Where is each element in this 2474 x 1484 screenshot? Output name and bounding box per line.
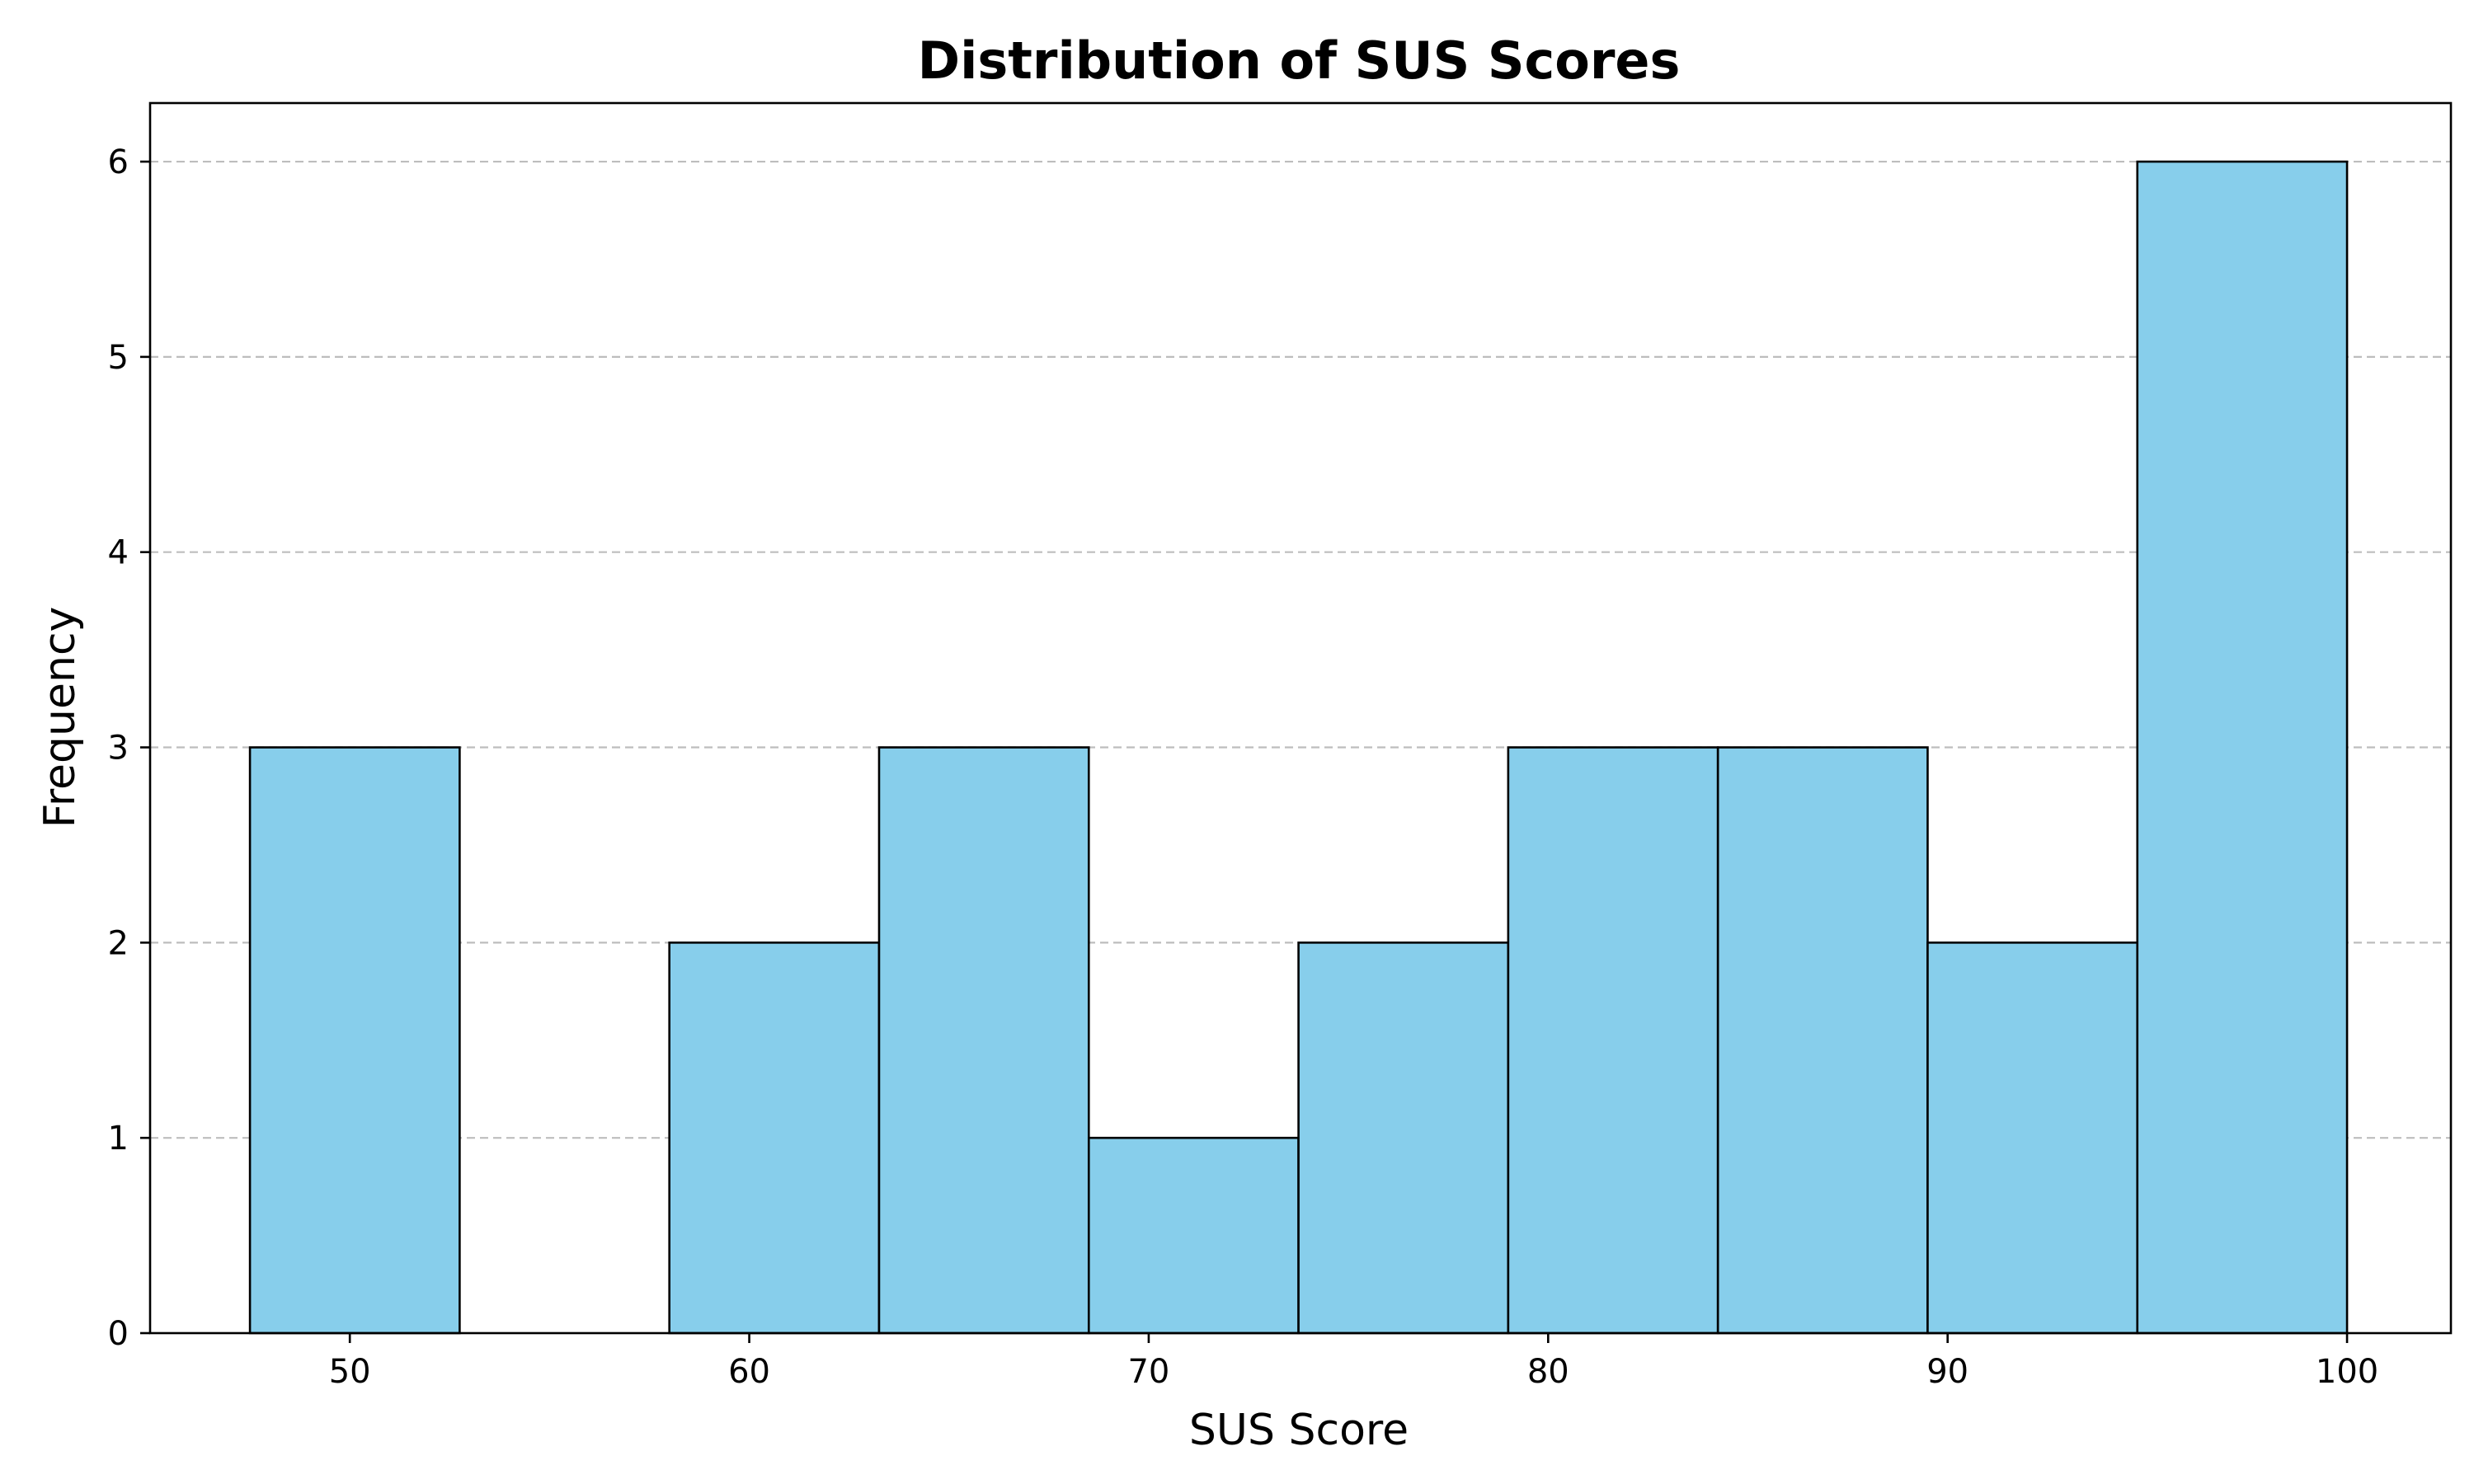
histogram-bar xyxy=(1926,942,2139,1335)
y-tick-label: 0 xyxy=(108,1315,129,1353)
y-tick-label: 6 xyxy=(108,143,129,181)
y-axis-label: Frequency xyxy=(35,607,85,829)
histogram-bar xyxy=(1507,746,1719,1335)
y-tick-label: 1 xyxy=(108,1120,129,1158)
x-tick-label: 60 xyxy=(728,1353,770,1391)
x-tick-label: 70 xyxy=(1127,1353,1169,1391)
x-tick-label: 90 xyxy=(1926,1353,1968,1391)
y-tick-label: 5 xyxy=(108,339,129,377)
histogram-bar xyxy=(877,746,1090,1335)
histogram-bar xyxy=(1716,746,1929,1335)
y-tick-label: 4 xyxy=(108,534,129,572)
histogram-bar xyxy=(248,746,461,1335)
plot-frame xyxy=(148,101,2453,1335)
x-tick-label: 80 xyxy=(1527,1353,1569,1391)
x-tick-label: 100 xyxy=(2316,1353,2378,1391)
x-tick-label: 50 xyxy=(329,1353,371,1391)
y-tick-label: 2 xyxy=(108,924,129,962)
histogram-bar xyxy=(1087,1136,1300,1335)
x-axis-label: SUS Score xyxy=(1189,1406,1409,1455)
histogram-bar xyxy=(668,942,881,1335)
chart-title: Distribution of SUS Scores xyxy=(918,31,1681,91)
y-tick-label: 3 xyxy=(108,730,129,768)
axes-layer: 50 60 70 80 90 100 0 1 2 3 4 5 6 xyxy=(108,101,2453,1391)
histogram-bar xyxy=(2136,160,2349,1335)
histogram-bar xyxy=(1297,942,1510,1335)
bars-layer xyxy=(248,160,2349,1335)
